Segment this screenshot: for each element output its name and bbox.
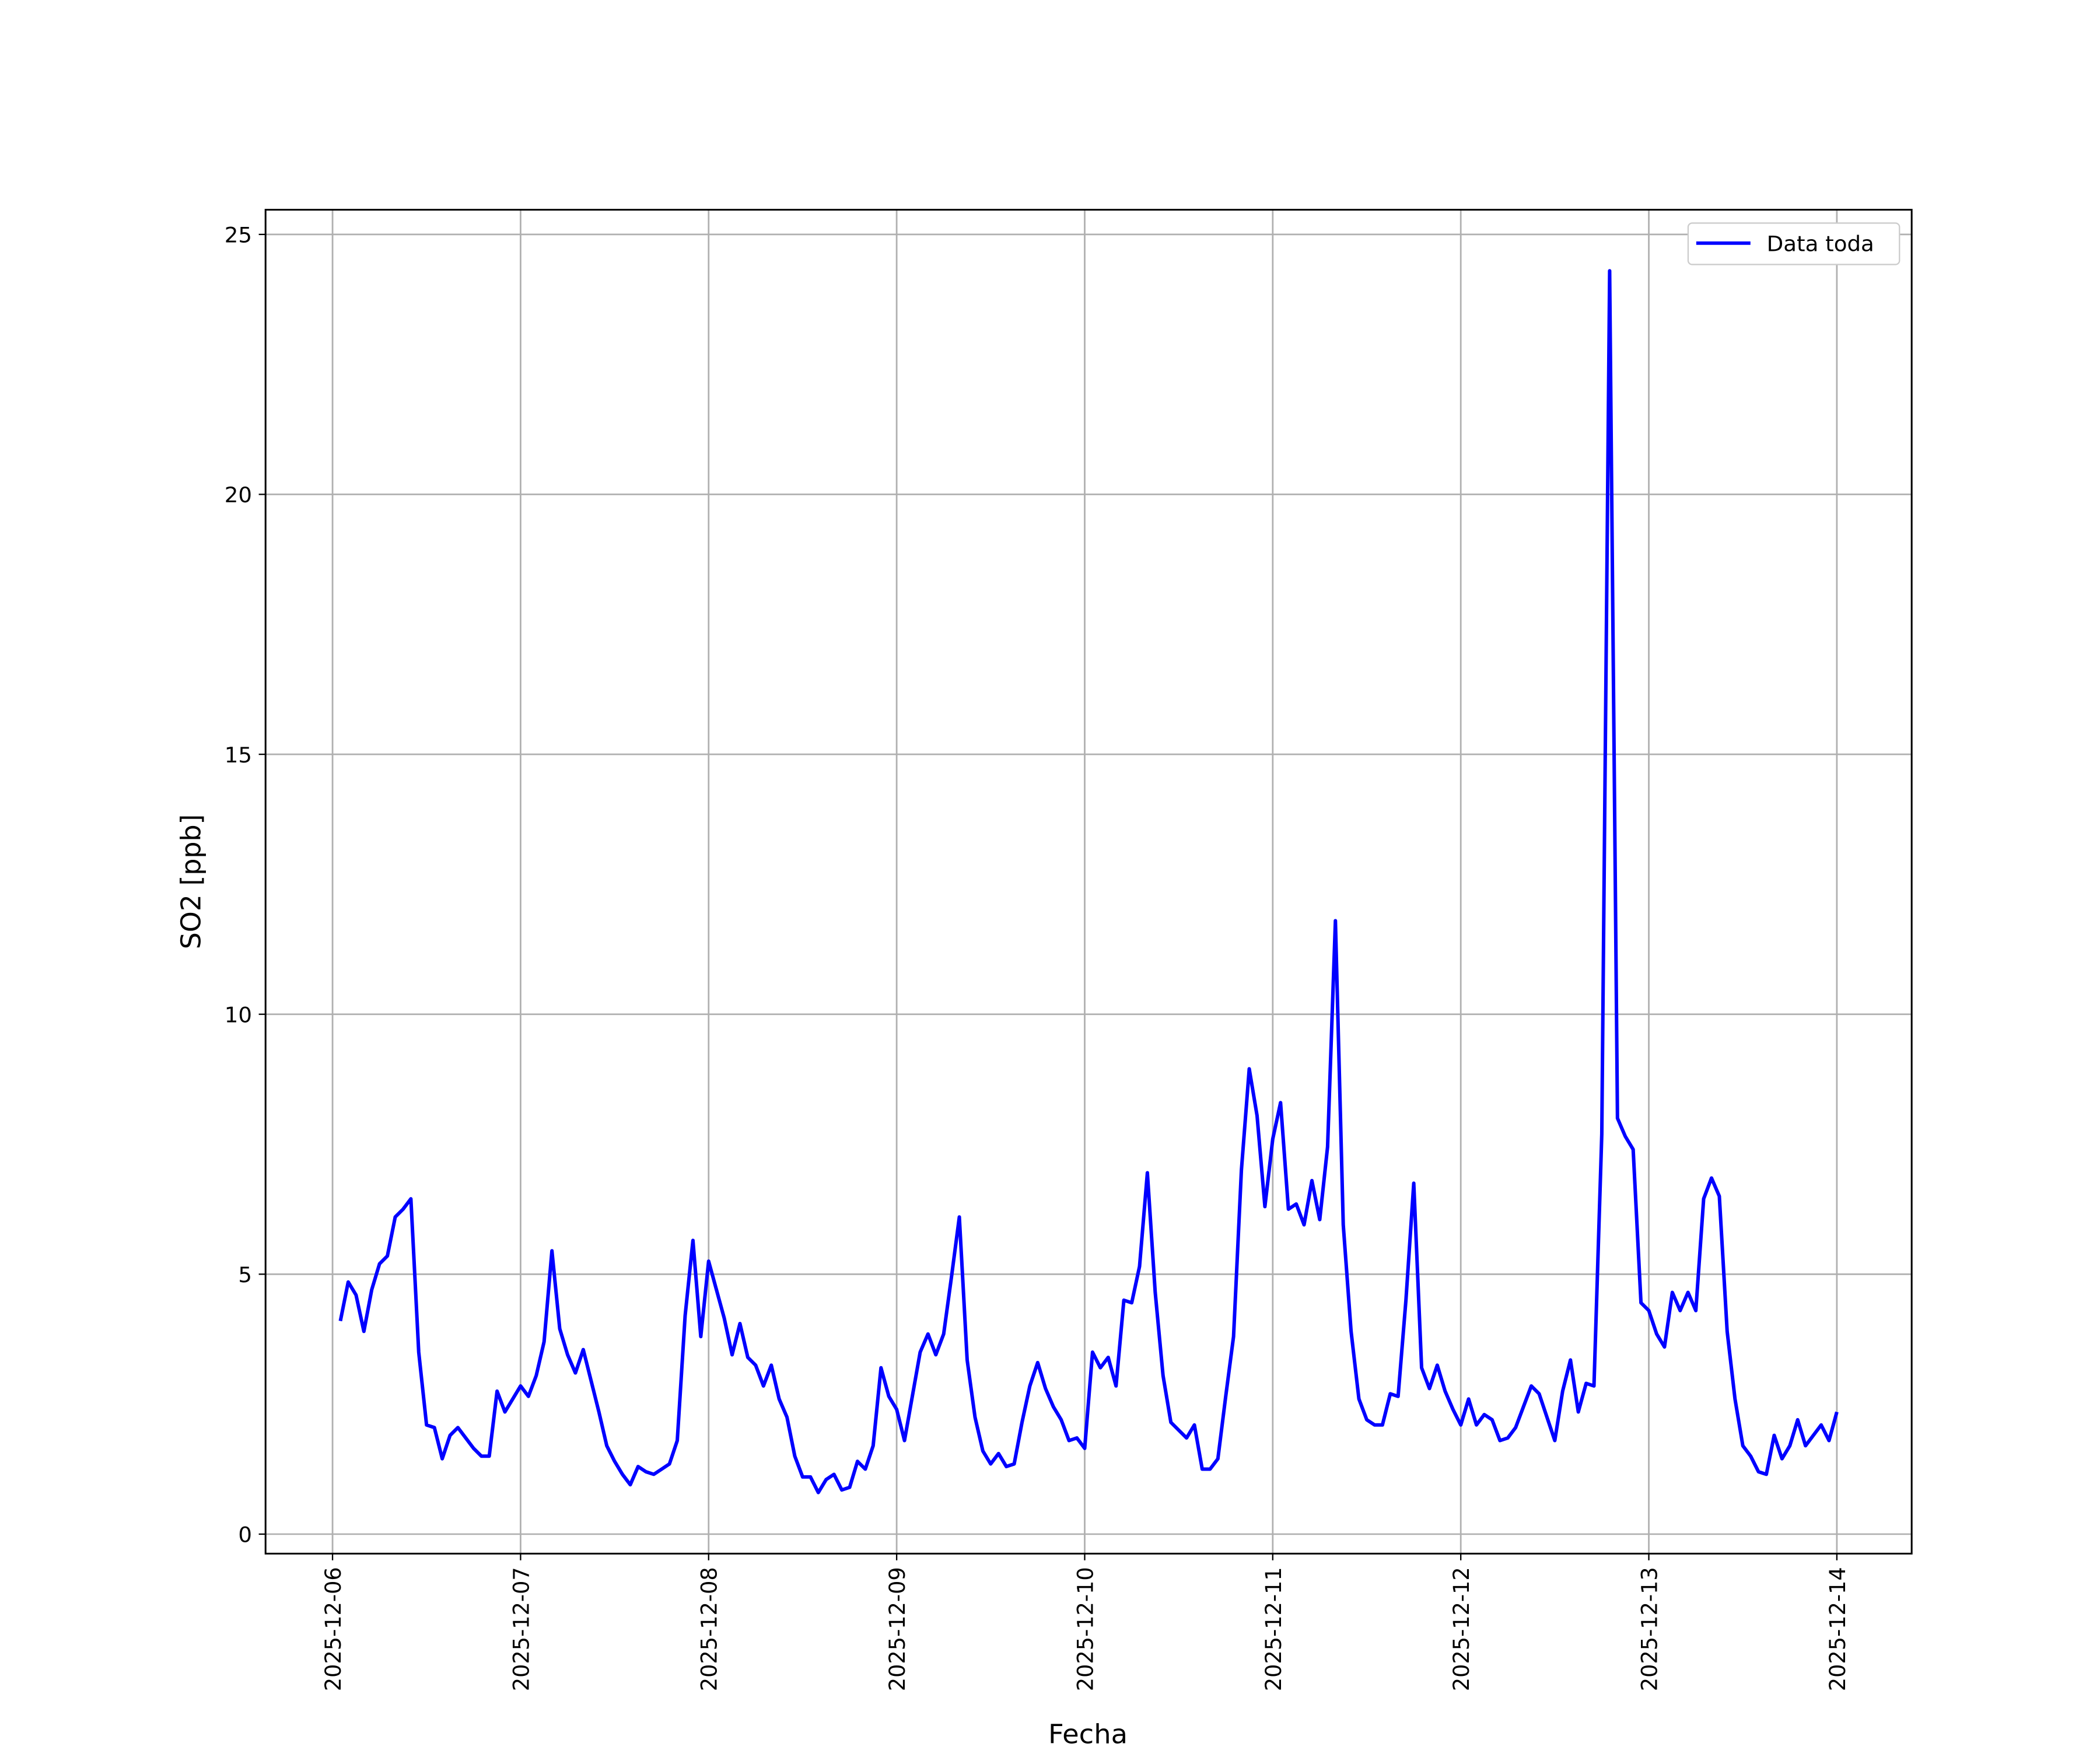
x-tick-label: 2025-12-12: [1449, 1567, 1474, 1691]
x-tick-label: 2025-12-08: [696, 1567, 722, 1691]
y-tick-label: 20: [225, 482, 252, 508]
x-tick-label: 2025-12-14: [1825, 1567, 1850, 1691]
y-tick-label: 0: [238, 1522, 252, 1548]
y-tick-label: 10: [225, 1003, 252, 1028]
x-tick-label: 2025-12-11: [1261, 1567, 1286, 1691]
x-tick-label: 2025-12-10: [1073, 1567, 1098, 1691]
data-line: [338, 269, 1839, 1494]
y-tick-label: 5: [238, 1262, 252, 1287]
axes-frame: [264, 209, 1913, 1555]
y-tick-label: 25: [225, 223, 252, 248]
y-tick-label: 15: [225, 743, 252, 768]
y-axis-label: SO2 [ppb]: [175, 814, 206, 950]
x-tick-label: 2025-12-06: [321, 1567, 346, 1691]
x-tick-label: 2025-12-09: [885, 1567, 910, 1691]
legend-box: [1687, 222, 1901, 265]
x-axis-label: Fecha: [1048, 1718, 1128, 1750]
legend-label: Data toda: [1767, 232, 1874, 257]
x-tick-label: 2025-12-07: [509, 1567, 534, 1691]
x-tick-label: 2025-12-13: [1637, 1567, 1662, 1691]
